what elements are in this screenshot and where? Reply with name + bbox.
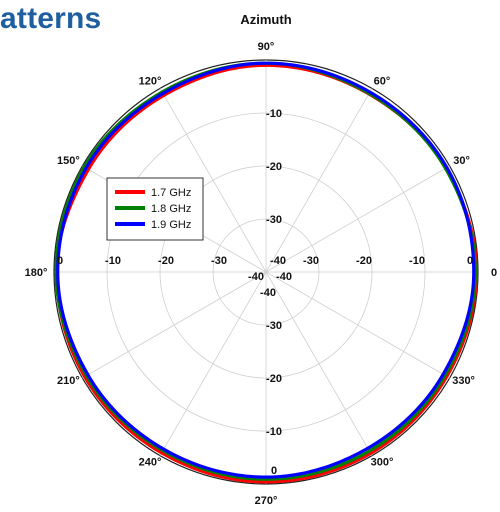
radial-tick-label: -40	[248, 271, 264, 283]
radial-tick-label: 0	[467, 255, 473, 267]
radial-tick-label: -20	[356, 255, 372, 267]
series-layer	[54, 61, 479, 484]
radial-tick-label: -30	[266, 320, 282, 332]
angle-tick-label: 30°	[453, 155, 470, 167]
radial-tick-label: -30	[303, 255, 319, 267]
radial-tick-label: -10	[266, 426, 282, 438]
radial-tick-label: -10	[409, 255, 425, 267]
chart-title: Azimuth	[240, 12, 291, 27]
radial-tick-label: -10	[266, 108, 282, 120]
grid-spoke	[82, 271, 267, 379]
grid-spoke	[265, 165, 450, 273]
grid-spoke	[265, 271, 450, 379]
legend-label: 1.7 GHz	[151, 187, 191, 199]
radial-tick-label: -10	[105, 255, 121, 267]
angle-tick-label: 330°	[452, 375, 475, 387]
angle-tick-label: 270°	[255, 495, 278, 507]
page-heading: atterns	[0, 2, 102, 35]
radial-tick-label: -20	[266, 373, 282, 385]
grid-spoke	[159, 88, 267, 273]
grid-spoke	[265, 88, 373, 273]
angle-tick-label: 120°	[139, 75, 162, 87]
angle-tick-label: 60°	[374, 75, 391, 87]
angle-tick-label: 300°	[371, 457, 394, 469]
radial-tick-label: -20	[158, 255, 174, 267]
series-line-3	[56, 61, 476, 479]
legend-label: 1.8 GHz	[151, 203, 191, 215]
angle-tick-label: 90°	[258, 41, 275, 53]
grid-spoke	[265, 271, 373, 456]
radial-tick-label: -30	[211, 255, 227, 267]
tick-labels: 0 30° 60° 90° 120° 150° 180° 210° 240° 270° 300° 33…	[25, 41, 497, 507]
radial-tick-label: 0	[271, 465, 277, 477]
angle-tick-label: 210°	[57, 375, 80, 387]
radial-tick-label: -40	[260, 287, 276, 299]
angle-tick-label: 240°	[139, 457, 162, 469]
angle-tick-label: 150°	[57, 155, 80, 167]
legend-label: 1.9 GHz	[151, 219, 191, 231]
radial-tick-label: -20	[266, 161, 282, 173]
radial-tick-label: -40	[270, 255, 286, 267]
angle-tick-label: 0	[491, 267, 497, 279]
grid-spoke	[159, 271, 267, 456]
radial-tick-label: 0	[57, 255, 63, 267]
radial-tick-label: -40	[276, 271, 292, 283]
radial-tick-label: -30	[266, 214, 282, 226]
angle-tick-label: 180°	[25, 267, 48, 279]
legend: 1.7 GHz 1.8 GHz 1.9 GHz	[106, 177, 204, 241]
